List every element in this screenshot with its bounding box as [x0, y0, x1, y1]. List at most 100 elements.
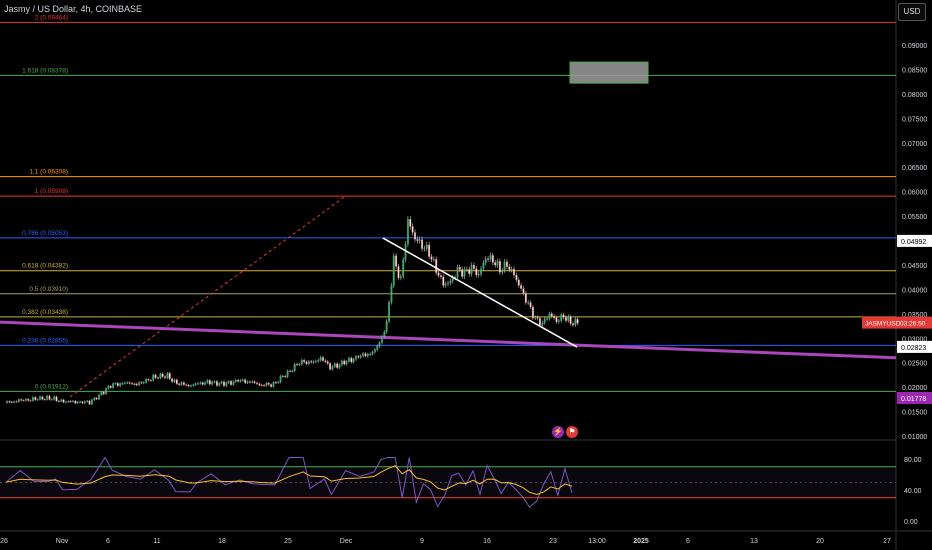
candle: [381, 336, 383, 343]
candle: [456, 267, 459, 278]
candle: [383, 331, 386, 337]
candle: [312, 361, 315, 363]
candle: [79, 401, 82, 403]
candle: [105, 388, 108, 395]
candle: [449, 280, 452, 284]
candle: [572, 323, 574, 326]
fib-level-label: 0.618 (0.04382): [22, 263, 68, 270]
candle: [53, 396, 56, 400]
candle: [27, 398, 30, 401]
candle: [265, 383, 268, 386]
target-box: [569, 61, 649, 84]
candle: [357, 356, 360, 358]
candle: [548, 313, 551, 319]
candle: [503, 261, 506, 271]
time-tick-label: 27: [883, 538, 891, 545]
candle: [272, 382, 275, 387]
candle: [402, 259, 405, 277]
time-tick-label: 6: [686, 538, 690, 545]
candle: [557, 320, 560, 322]
candle: [17, 399, 20, 402]
candle: [246, 381, 249, 383]
candle: [138, 382, 141, 386]
candle: [46, 395, 49, 400]
candle: [20, 399, 23, 401]
candle: [487, 258, 490, 260]
candle: [442, 276, 445, 286]
price-tick-label: 0.01500: [902, 410, 927, 417]
candle: [468, 269, 471, 275]
rsi-tick-label: 0.00: [904, 519, 918, 526]
candle: [100, 391, 103, 395]
candle: [423, 248, 426, 250]
candle: [291, 370, 294, 372]
candle: [322, 357, 324, 361]
currency-button[interactable]: USD: [898, 3, 926, 21]
flag-icon[interactable]: ⚑: [566, 426, 578, 438]
candle: [69, 401, 72, 403]
candle: [206, 380, 209, 383]
candle: [432, 258, 435, 261]
candle: [371, 351, 374, 355]
candle: [376, 345, 379, 350]
candle: [529, 302, 532, 308]
candle: [159, 373, 162, 379]
candle: [128, 382, 131, 384]
candle: [208, 380, 211, 385]
candle: [140, 382, 143, 384]
candle: [251, 381, 254, 383]
candle: [152, 374, 155, 381]
time-tick-label: Dec: [340, 538, 353, 545]
candle: [307, 361, 310, 364]
purple-trendline: [0, 320, 897, 360]
candle: [515, 274, 518, 281]
candle: [411, 226, 414, 233]
candle: [517, 279, 520, 286]
candle: [475, 268, 478, 276]
candle: [114, 383, 117, 385]
price-tag-label: 0.02823: [901, 345, 926, 352]
candle: [90, 399, 93, 405]
candle: [230, 381, 232, 385]
fib-level-label: 0.236 (0.02855): [22, 337, 68, 344]
candle: [534, 317, 537, 319]
candle: [29, 400, 32, 402]
candle: [416, 239, 419, 241]
candle: [50, 399, 53, 401]
candle: [496, 261, 499, 266]
candle: [166, 373, 169, 378]
candle: [81, 401, 84, 404]
candle: [543, 318, 546, 323]
candle: [414, 232, 416, 240]
candle: [62, 399, 65, 403]
candle: [338, 364, 341, 368]
candle: [425, 244, 428, 249]
candle: [119, 383, 122, 386]
candle: [326, 361, 329, 364]
candle: [395, 255, 398, 267]
rsi-ma-line: [5, 465, 573, 496]
candle: [239, 380, 242, 382]
candle: [204, 382, 207, 385]
candle: [279, 375, 282, 383]
candle: [489, 255, 492, 260]
candle: [472, 264, 475, 269]
candle: [345, 361, 348, 365]
candle: [258, 383, 261, 386]
candle: [364, 353, 367, 357]
candle: [57, 400, 60, 402]
candle: [352, 359, 355, 363]
candle: [55, 396, 58, 402]
candle: [109, 386, 112, 388]
candle: [274, 382, 277, 384]
candle: [260, 384, 263, 386]
candle: [277, 381, 280, 384]
candle: [477, 273, 480, 276]
candle: [31, 397, 34, 401]
candle: [36, 399, 39, 401]
candle: [107, 386, 110, 389]
lightning-icon[interactable]: ⚡: [552, 426, 564, 438]
candle: [263, 384, 266, 387]
candle: [463, 269, 466, 277]
